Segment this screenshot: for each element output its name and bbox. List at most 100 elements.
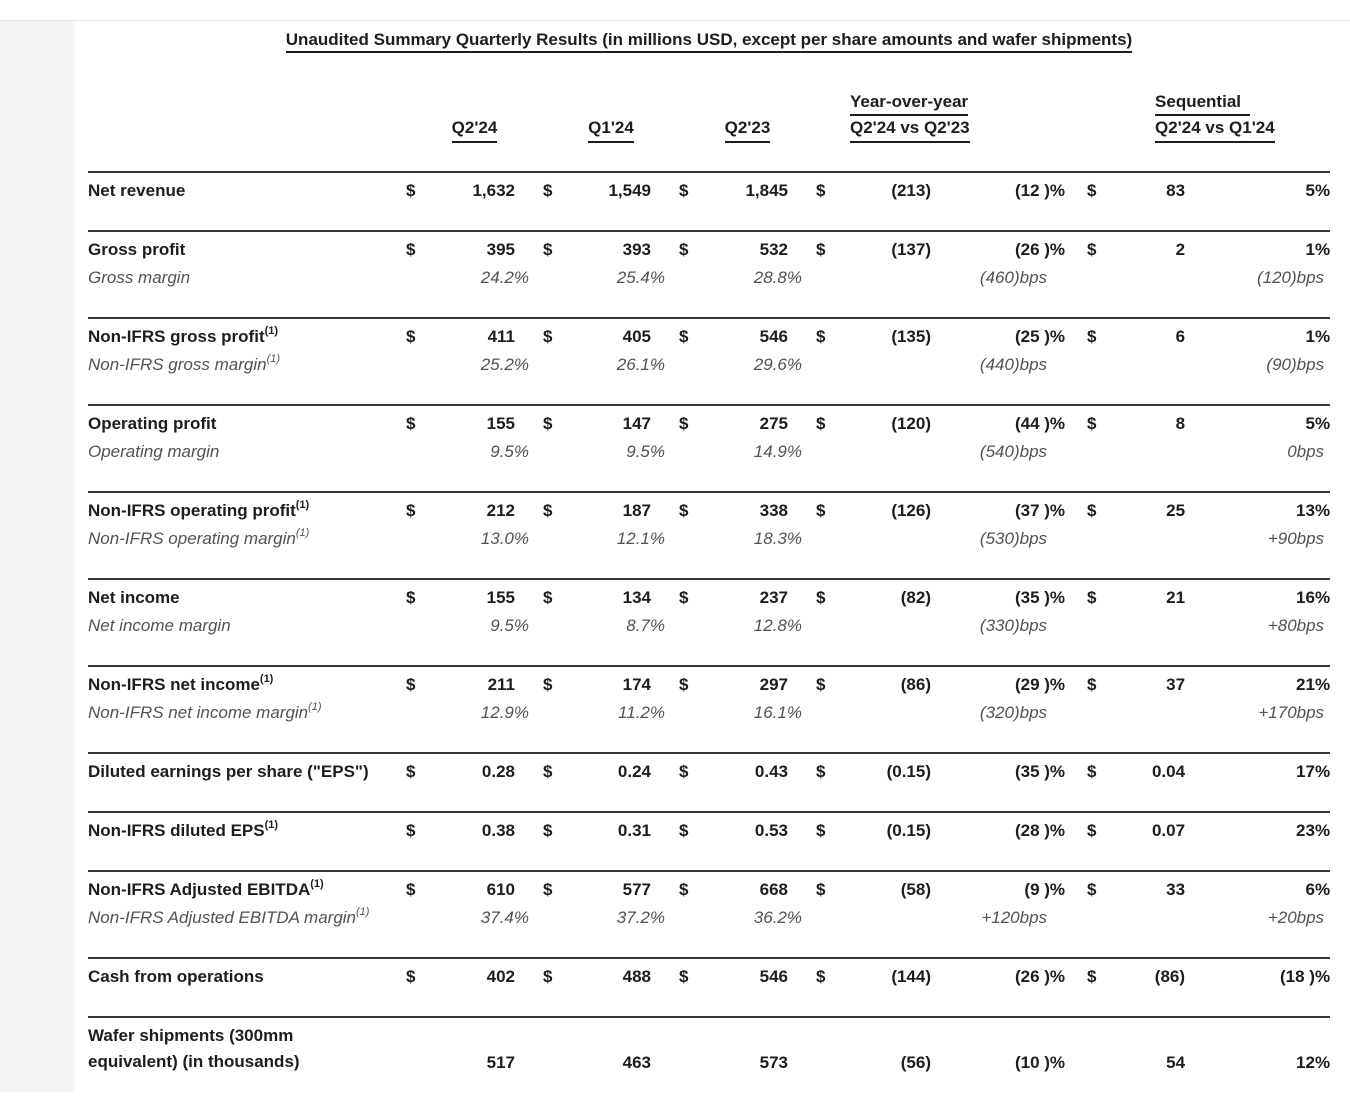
table-group: Diluted earnings per share ("EPS") $0.28 $…	[88, 753, 1331, 812]
results-page: Unaudited Summary Quarterly Results (in …	[75, 21, 1350, 1092]
currency-symbol: $	[543, 327, 553, 346]
yoy-change-value: (213)	[891, 181, 931, 200]
currency-symbol: $	[816, 821, 826, 840]
currency-symbol: $	[679, 967, 689, 986]
spacer-cell	[816, 902, 844, 958]
seq-pct-value: 13%	[1296, 501, 1331, 520]
footnote-marker: (1)	[295, 527, 310, 540]
spacer-cell	[679, 902, 707, 958]
seq-subheader-cell: Q2'24 vs Q1'24	[1087, 116, 1330, 172]
seq-bps-value: 0bps	[1287, 442, 1325, 461]
seq-change-value: 6	[1175, 327, 1186, 346]
spacer-cell	[816, 523, 844, 579]
spacer-cell	[1115, 349, 1199, 405]
spacer-cell	[816, 262, 844, 318]
q1-24-value: 0.24	[617, 762, 651, 781]
footnote-marker: (1)	[310, 878, 324, 891]
q1-24-margin: 37.2%	[616, 908, 665, 927]
yoy-pct-value: (35 )%	[1014, 762, 1066, 781]
top-divider	[0, 20, 1350, 21]
currency-symbol: $	[679, 675, 689, 694]
table-group: Net income $155 $134 $237 $ (82) (35 )% $21 16% N…	[88, 579, 1331, 666]
col-header-q2-23: Q2'23	[724, 116, 771, 143]
margin-label: Non-IFRS Adjusted EBITDA margin(1)	[88, 906, 370, 927]
seq-pct-value: 17%	[1296, 762, 1331, 781]
q1-24-margin: 12.1%	[616, 529, 665, 548]
currency-symbol: $	[679, 414, 689, 433]
q2-24-value: 517	[486, 1053, 515, 1072]
q1-24-value: 393	[622, 240, 651, 259]
q1-24-value: 463	[622, 1053, 651, 1072]
q2-23-margin: 12.8%	[753, 616, 802, 635]
footnote-marker: (1)	[264, 325, 279, 338]
spacer-cell	[406, 436, 434, 492]
seq-change-value: 54	[1166, 1053, 1186, 1072]
seq-bps-value: +20bps	[1267, 908, 1325, 927]
margin-label: Operating margin	[88, 442, 220, 461]
currency-symbol: $	[816, 880, 826, 899]
yoy-pct-value: (29 )%	[1014, 675, 1066, 694]
yoy-change-value: (137)	[891, 240, 931, 259]
spacer-cell	[679, 697, 707, 753]
q2-24-margin: 25.2%	[480, 355, 529, 374]
spacer-cell	[543, 902, 571, 958]
q2-23-margin: 29.6%	[753, 355, 802, 374]
spacer-cell	[1087, 523, 1115, 579]
q2-24-margin: 9.5%	[490, 616, 529, 635]
currency-symbol: $	[543, 181, 553, 200]
spacer-cell	[1087, 902, 1115, 958]
q2-23-value: 0.43	[754, 762, 788, 781]
header-spacer	[88, 53, 816, 116]
row-label: Non-IFRS net income(1)	[88, 673, 274, 694]
seq-change-value: 2	[1175, 240, 1186, 259]
seq-bps-value: +170bps	[1258, 703, 1325, 722]
group-header-row: Year-over-year Sequential	[88, 53, 1330, 116]
spacer-cell	[1115, 523, 1199, 579]
seq-change-value: 25	[1166, 501, 1186, 520]
q2-23-value: 573	[759, 1053, 788, 1072]
table-row: Operating profit $155 $147 $275 $ (120) (44 )%…	[88, 405, 1330, 436]
spacer-cell	[679, 610, 707, 666]
table-row: Wafer shipments (300mm equivalent) (in th…	[88, 1017, 1330, 1105]
margin-label: Gross margin	[88, 268, 191, 287]
q2-23-value: 0.53	[754, 821, 788, 840]
spacer-cell	[679, 523, 707, 579]
q2-24-margin: 9.5%	[490, 442, 529, 461]
table-header: Year-over-year Sequential Q2'24 Q1'24 Q2…	[88, 53, 1330, 172]
table-row: Non-IFRS operating profit(1) $212 $187 $338…	[88, 492, 1330, 523]
seq-pct-value: 5%	[1305, 414, 1331, 433]
footnote-marker: (1)	[295, 499, 310, 512]
currency-symbol: $	[816, 240, 826, 259]
spacer-cell	[844, 349, 948, 405]
seq-header-cell: Sequential	[1087, 53, 1330, 116]
seq-pct-value: 21%	[1296, 675, 1331, 694]
seq-pct-value: 23%	[1296, 821, 1331, 840]
q1-24-margin: 26.1%	[616, 355, 665, 374]
currency-symbol: $	[816, 588, 826, 607]
q2-24-value: 211	[487, 675, 515, 694]
yoy-bps-value: (320)bps	[979, 703, 1048, 722]
spacer-cell	[1115, 610, 1199, 666]
spacer-cell	[543, 523, 571, 579]
yoy-bps-value: +120bps	[981, 908, 1048, 927]
q2-23-value: 1,845	[745, 181, 788, 200]
seq-pct-value: 5%	[1305, 181, 1331, 200]
yoy-change-value: (126)	[891, 501, 931, 520]
yoy-bps-value: (530)bps	[979, 529, 1048, 548]
currency-symbol: $	[1087, 880, 1097, 899]
seq-pct-value: 1%	[1305, 327, 1331, 346]
yoy-change-value: (135)	[891, 327, 931, 346]
yoy-pct-value: (37 )%	[1014, 501, 1066, 520]
footnote-marker: (1)	[308, 701, 322, 714]
seq-change-value: 0.04	[1151, 762, 1186, 781]
yoy-subheader: Q2'24 vs Q2'23	[850, 116, 970, 143]
q2-24-value: 402	[486, 967, 515, 986]
spacer-cell	[816, 436, 844, 492]
currency-symbol: $	[1087, 414, 1097, 433]
yoy-change-value: (56)	[900, 1053, 931, 1072]
q2-23-margin: 14.9%	[753, 442, 802, 461]
yoy-change-value: (120)	[891, 414, 931, 433]
footnote-marker: (1)	[356, 906, 370, 919]
currency-symbol: $	[679, 181, 689, 200]
seq-bps-value: (120)bps	[1256, 268, 1325, 287]
